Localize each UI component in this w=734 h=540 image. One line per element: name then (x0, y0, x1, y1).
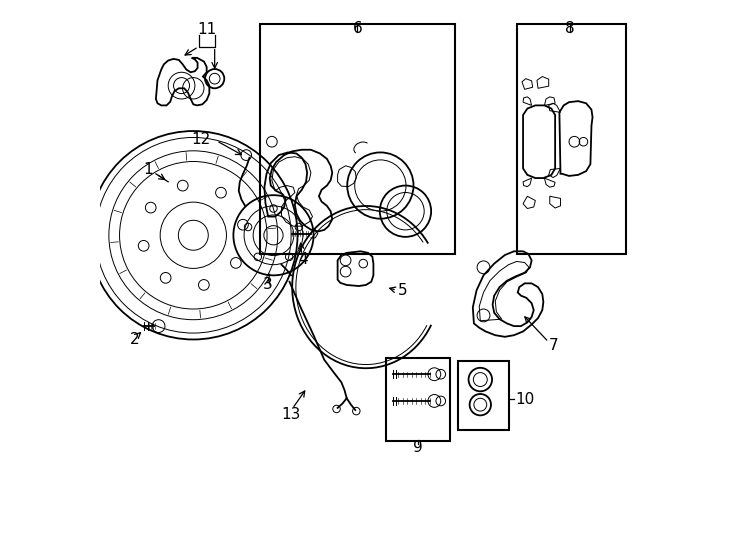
Text: 9: 9 (413, 440, 423, 455)
Text: 2: 2 (130, 332, 139, 347)
Text: 5: 5 (398, 283, 407, 298)
Text: 4: 4 (298, 252, 308, 267)
Text: 3: 3 (264, 278, 273, 293)
Bar (458, 361, 509, 430)
Text: 13: 13 (281, 407, 301, 422)
Text: 10: 10 (515, 392, 535, 407)
Text: 12: 12 (192, 132, 211, 146)
Text: 8: 8 (565, 21, 575, 36)
Text: 7: 7 (549, 339, 559, 353)
Bar (517, 24, 626, 254)
Text: 6: 6 (352, 21, 363, 36)
Bar (385, 358, 450, 441)
Text: 1: 1 (143, 162, 153, 177)
Bar (260, 24, 455, 254)
Text: 11: 11 (197, 22, 217, 37)
